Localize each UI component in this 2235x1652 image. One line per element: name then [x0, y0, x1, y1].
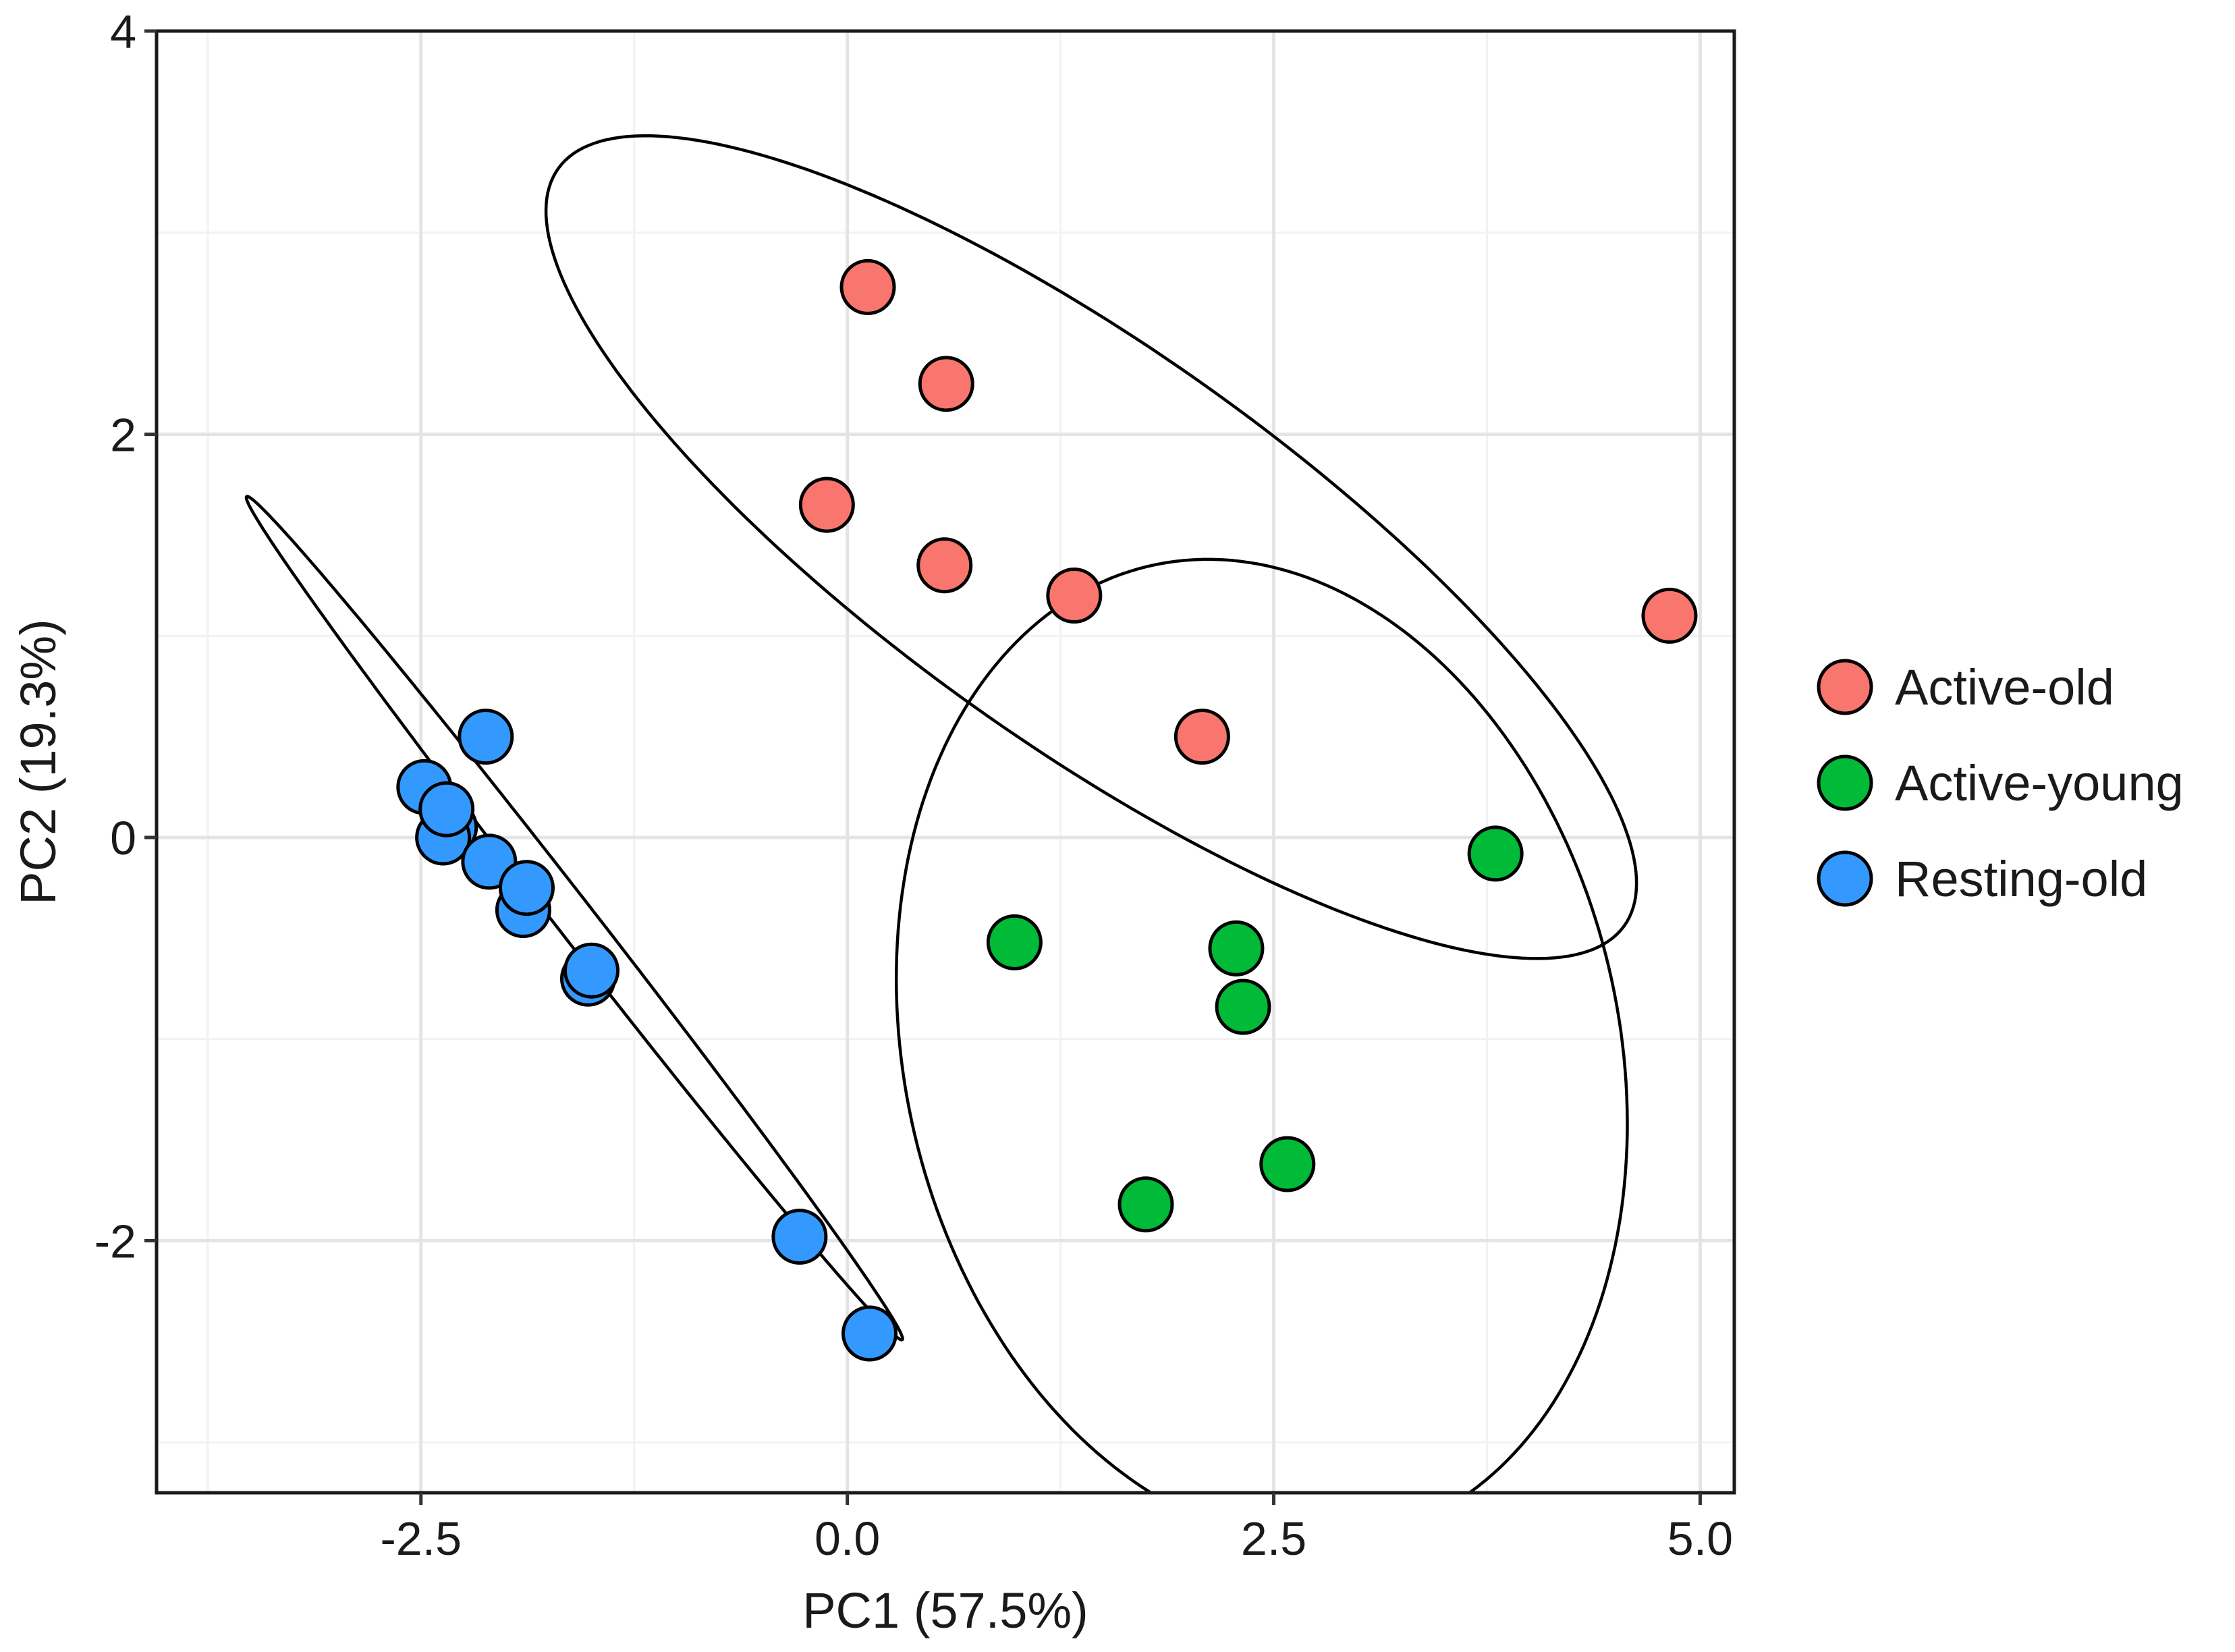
point-active-old — [1641, 587, 1698, 644]
point-resting-old — [498, 860, 555, 916]
y-axis-title: PC2 (19.3%) — [10, 619, 66, 905]
point-active-old — [918, 356, 974, 412]
point-resting-old — [418, 781, 475, 837]
legend: Active-old Active-young Resting-old — [1817, 659, 2184, 907]
point-resting-old — [841, 1305, 898, 1362]
legend-key-active-old — [1817, 659, 1873, 715]
x-axis-title: PC1 (57.5%) — [802, 1582, 1088, 1639]
plot-panel-border — [155, 29, 1736, 1495]
grid-layer — [157, 29, 1734, 1493]
point-layer — [396, 258, 1698, 1362]
point-active-young — [1259, 1136, 1316, 1192]
legend-key-resting-old — [1817, 850, 1873, 907]
y-tick-label: 2 — [110, 409, 136, 462]
tick-layer: -2.5 0.0 2.5 5.0 -2 0 2 4 — [94, 5, 1733, 1565]
point-active-young — [986, 914, 1043, 970]
point-active-old — [916, 537, 973, 594]
point-active-young — [1208, 920, 1265, 976]
point-resting-old — [771, 1209, 828, 1265]
ellipse-layer — [244, 134, 1638, 1493]
point-resting-old — [563, 942, 620, 999]
x-tick-label: 2.5 — [1241, 1512, 1306, 1565]
point-active-young — [1215, 979, 1271, 1035]
point-active-old — [1046, 568, 1103, 624]
ellipse-resting-old — [244, 495, 904, 1342]
x-tick-label: -2.5 — [380, 1512, 462, 1565]
y-tick-label: -2 — [94, 1215, 136, 1268]
point-active-young — [1118, 1176, 1174, 1233]
ellipse-active-young — [894, 557, 1629, 1493]
point-active-old — [1174, 709, 1230, 765]
x-tick-label: 0.0 — [815, 1512, 880, 1565]
legend-label-active-old: Active-old — [1895, 659, 2114, 715]
point-active-young — [1467, 825, 1524, 882]
y-tick-label: 0 — [110, 812, 136, 864]
ellipse-active-old — [544, 134, 1638, 960]
point-active-old — [798, 476, 855, 533]
x-tick-label: 5.0 — [1667, 1512, 1733, 1565]
legend-label-active-young: Active-young — [1895, 755, 2184, 811]
point-resting-old — [458, 709, 514, 765]
legend-label-resting-old: Resting-old — [1895, 851, 2147, 907]
legend-key-active-young — [1817, 754, 1873, 811]
point-active-old — [839, 258, 896, 315]
y-tick-label: 4 — [110, 5, 136, 58]
